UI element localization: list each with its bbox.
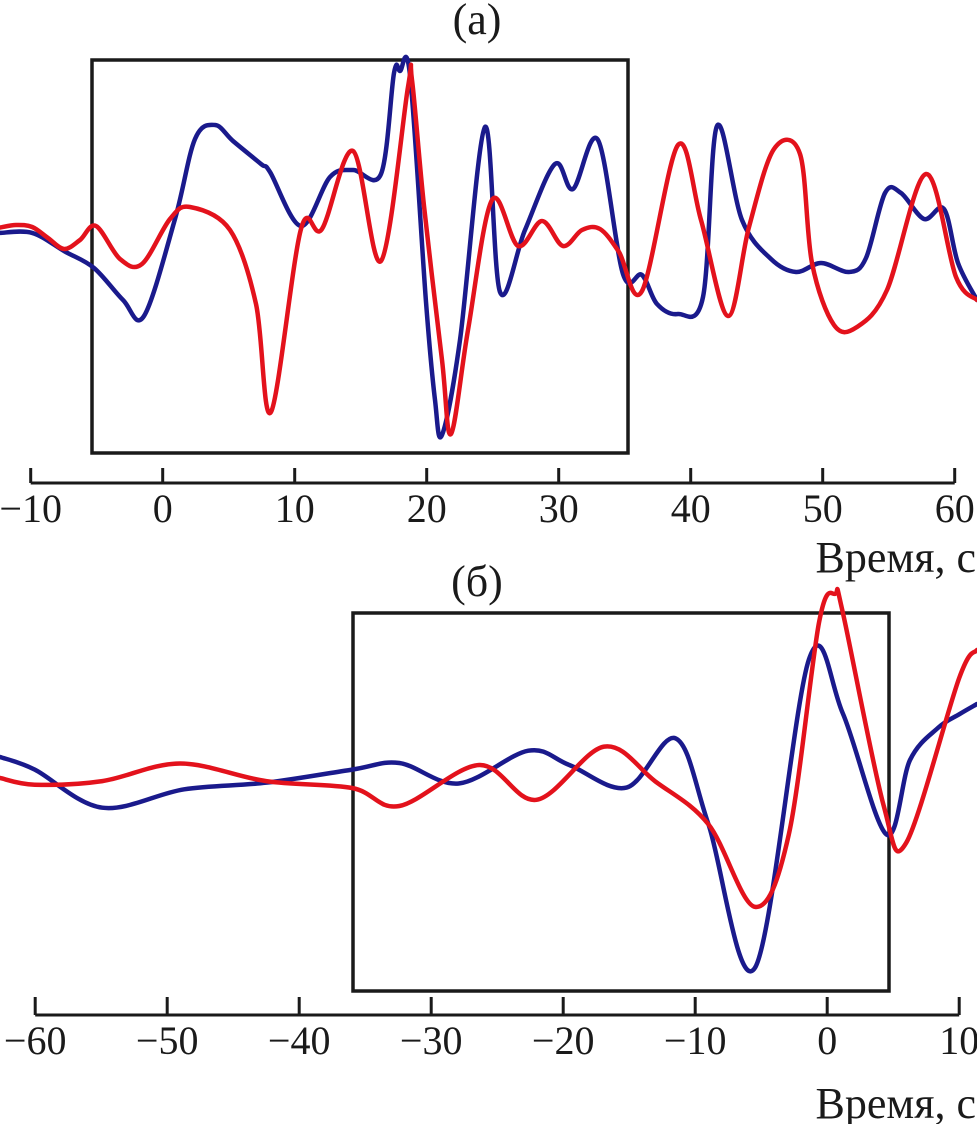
svg-text:−50: −50 [136, 1018, 199, 1063]
svg-text:−40: −40 [268, 1018, 331, 1063]
svg-text:60: 60 [935, 486, 975, 531]
svg-text:0: 0 [817, 1018, 837, 1063]
svg-text:50: 50 [803, 486, 843, 531]
svg-text:20: 20 [407, 486, 447, 531]
svg-text:−60: −60 [4, 1018, 67, 1063]
svg-text:(б): (б) [451, 557, 503, 606]
svg-text:−10: −10 [0, 486, 62, 531]
svg-text:−10: −10 [664, 1018, 727, 1063]
svg-text:Время, с: Время, с [816, 1079, 977, 1124]
svg-text:10: 10 [275, 486, 315, 531]
svg-text:10: 10 [939, 1018, 977, 1063]
svg-text:−20: −20 [532, 1018, 595, 1063]
svg-text:30: 30 [539, 486, 579, 531]
svg-text:Время, с: Время, с [816, 533, 977, 582]
svg-text:−30: −30 [400, 1018, 463, 1063]
svg-text:0: 0 [153, 486, 173, 531]
svg-text:40: 40 [671, 486, 711, 531]
svg-text:(а): (а) [453, 0, 502, 44]
